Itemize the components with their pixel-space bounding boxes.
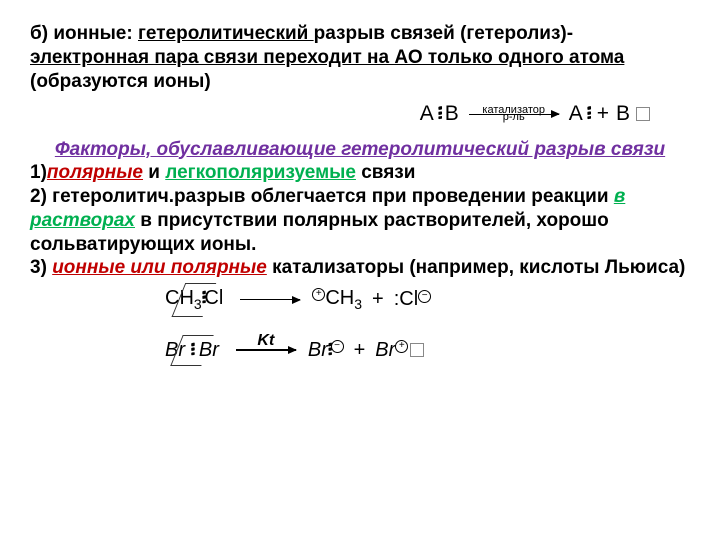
und-pair: электронная пара связи переходит на АО т… — [30, 47, 624, 68]
br-anion: Br፧− — [308, 338, 344, 363]
examples-block: CH3፧Cl +CH3 + :Cl− Br ፧ Br Kt Br፧− + Br+ — [160, 286, 690, 363]
plain2: (образуются ионы) — [30, 71, 211, 92]
f2-pre: 2) гетеролитич.разрыв облегчается при пр… — [30, 186, 614, 207]
A-left: A — [420, 101, 434, 127]
ch3-cation: +CH3 — [312, 286, 362, 314]
minus-charge-icon: − — [418, 290, 431, 303]
cl: Cl — [204, 287, 223, 309]
scheme-heterolysis: A ፧ B катализатор р-ль A ፧ + B — [30, 101, 690, 127]
r-br1: Br — [308, 339, 328, 361]
dots-left: ፧ — [438, 101, 441, 127]
und-hetero: гетеролитический — [138, 23, 314, 44]
plus-charge-icon: + — [312, 288, 325, 301]
factor-1: 1)полярные и легкополяризуемые связи — [30, 161, 690, 185]
r-ch3: CH — [325, 287, 354, 309]
plain1: разрыв связей (гетеролиз)- — [314, 23, 573, 44]
f1-mid: и — [143, 162, 165, 183]
example-br2: Br ፧ Br Kt Br፧− + Br+ — [160, 338, 690, 363]
part-b: б) — [30, 23, 53, 44]
plus-gap: + — [594, 101, 612, 127]
plus-charge-icon: + — [395, 340, 408, 353]
arrow-icon — [240, 299, 300, 300]
box-icon — [410, 343, 424, 357]
ch3cl-box: CH3፧Cl — [162, 286, 226, 314]
minus-charge-icon: − — [331, 340, 344, 353]
dots: ፧ — [191, 339, 194, 361]
f1-red: полярные — [47, 162, 143, 183]
dots-right: ፧ — [587, 101, 590, 127]
sub3: 3 — [194, 296, 202, 312]
dots: ፧ — [328, 339, 331, 361]
f3-tail: катализаторы (например, кислоты Льюиса) — [267, 257, 686, 278]
f3-pre: 3) — [30, 257, 52, 278]
f1-tail: связи — [356, 162, 416, 183]
example-ch3cl: CH3፧Cl +CH3 + :Cl− — [160, 286, 690, 314]
arrow-icon: Kt — [236, 349, 296, 350]
factors-heading: Факторы, обуславливающие гетеролитически… — [30, 138, 690, 162]
r-sub3: 3 — [354, 296, 362, 312]
box-icon — [636, 107, 650, 121]
kt-label: Kt — [257, 331, 274, 351]
br-cation: Br+ — [375, 338, 424, 363]
bold-ionic: ионные: — [53, 23, 138, 44]
ch3: CH — [165, 287, 194, 309]
br2: Br — [199, 339, 219, 361]
arrow-icon: катализатор р-ль — [469, 114, 559, 115]
A-right: A — [569, 101, 583, 127]
plus-sign: + — [368, 287, 388, 312]
cl-anion: :Cl− — [394, 287, 431, 312]
intro-paragraph: б) ионные: гетеролитический разрыв связе… — [30, 22, 690, 93]
br1: Br — [165, 339, 185, 361]
br2-box: Br ፧ Br — [162, 338, 222, 363]
B-right: B — [616, 101, 630, 127]
factor-2: 2) гетеролитич.разрыв облегчается при пр… — [30, 185, 690, 256]
arrow-under: р-ль — [503, 111, 525, 125]
factor-3: 3) ионные или полярные катализаторы (нап… — [30, 256, 690, 280]
plus-sign: + — [350, 338, 370, 363]
r-cl: :Cl — [394, 288, 418, 310]
f3-red: ионные или полярные — [52, 257, 267, 278]
f1-num: 1) — [30, 162, 47, 183]
f1-green: легкополяризуемые — [165, 162, 356, 183]
r-br2: Br — [375, 339, 395, 361]
B-left: B — [445, 101, 459, 127]
